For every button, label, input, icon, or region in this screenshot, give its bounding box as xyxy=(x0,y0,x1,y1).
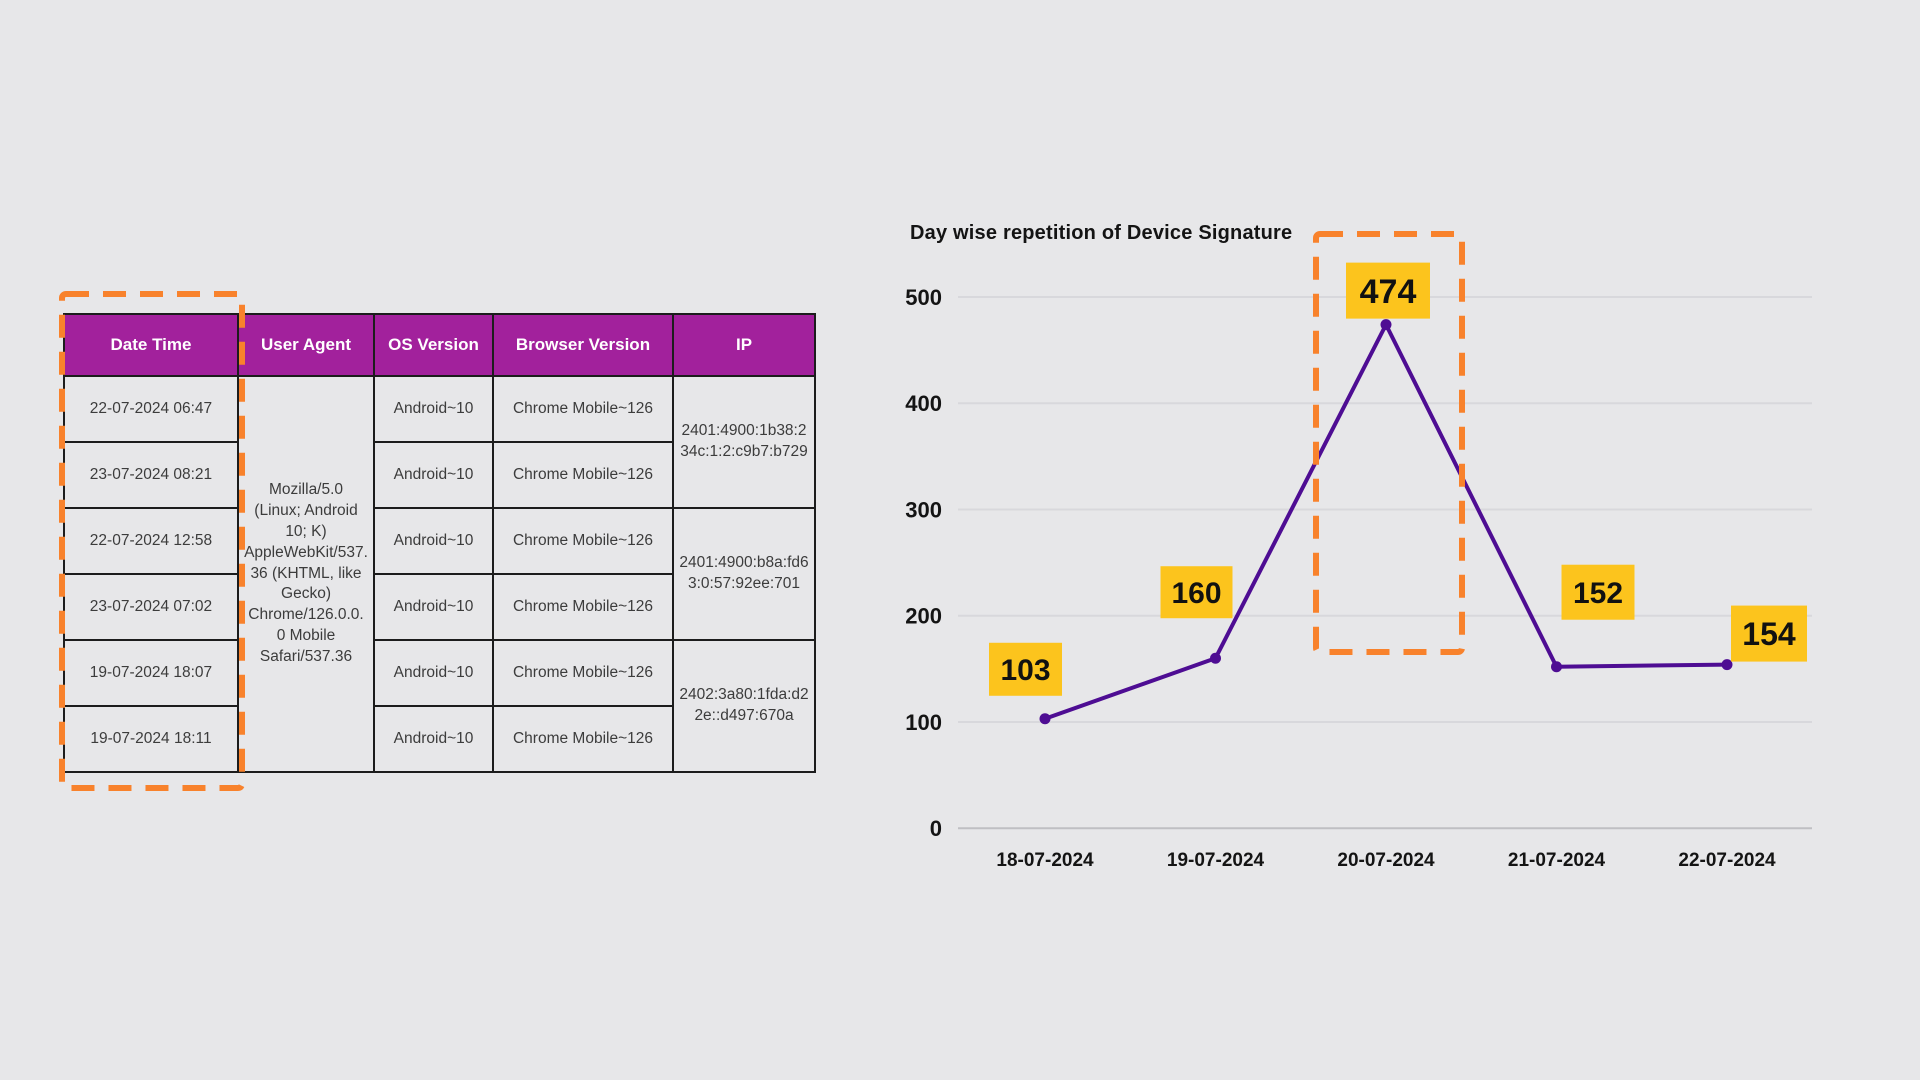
data-label-box xyxy=(1731,605,1807,662)
cell-os-version: Android~10 xyxy=(373,507,494,575)
x-axis-tick-label: 22-07-2024 xyxy=(1678,850,1776,871)
cell-ip: 2401:4900:1b38:234c:1:2:c9b7:b729 xyxy=(672,375,816,509)
data-label-box xyxy=(1346,262,1430,319)
cell-ip: 2402:3a80:1fda:d22e::d497:670a xyxy=(672,639,816,773)
y-axis-tick-label: 500 xyxy=(905,285,942,310)
data-label-box xyxy=(1160,566,1233,619)
data-point-marker xyxy=(1039,713,1051,725)
cell-ip: 2401:4900:b8a:fd63:0:57:92ee:701 xyxy=(672,507,816,641)
table-row: 22-07-2024 12:58 Android~10 Chrome Mobil… xyxy=(63,507,816,641)
table-row: 19-07-2024 18:07 Android~10 Chrome Mobil… xyxy=(63,639,816,773)
cell-os-version: Android~10 xyxy=(373,705,494,773)
cell-date-time: 19-07-2024 18:11 xyxy=(63,705,239,773)
cell-browser-version: Chrome Mobile~126 xyxy=(492,375,674,443)
data-point-marker xyxy=(1210,652,1221,664)
data-label-value: 154 xyxy=(1742,616,1796,652)
data-label-value: 474 xyxy=(1360,273,1417,311)
table-header-row: Date Time User Agent OS Version Browser … xyxy=(63,313,816,377)
x-axis-tick-label: 20-07-2024 xyxy=(1337,850,1435,871)
column-header-os-version: OS Version xyxy=(373,313,494,377)
data-point-marker xyxy=(1721,659,1733,671)
data-label-value: 160 xyxy=(1171,577,1221,610)
data-label-box xyxy=(989,642,1062,696)
cell-os-version: Android~10 xyxy=(373,639,494,707)
x-axis-tick-label: 19-07-2024 xyxy=(1167,850,1265,871)
device-log-table: Date Time User Agent OS Version Browser … xyxy=(63,313,816,773)
cell-date-time: 23-07-2024 08:21 xyxy=(63,441,239,509)
y-axis-tick-label: 300 xyxy=(905,497,942,522)
column-header-date-time: Date Time xyxy=(63,313,239,377)
column-header-browser-version: Browser Version xyxy=(492,313,674,377)
data-point-marker xyxy=(1380,319,1392,331)
column-header-ip: IP xyxy=(672,313,816,377)
series-line xyxy=(1044,322,1728,721)
chart-title: Day wise repetition of Device Signature xyxy=(910,222,1293,244)
cell-browser-version: Chrome Mobile~126 xyxy=(492,507,674,575)
data-label-value: 152 xyxy=(1573,577,1623,610)
y-axis-tick-label: 0 xyxy=(930,816,942,841)
cell-date-time: 22-07-2024 12:58 xyxy=(63,507,239,575)
x-axis-tick-label: 21-07-2024 xyxy=(1508,850,1606,871)
data-label-value: 103 xyxy=(1000,654,1050,687)
y-axis-tick-label: 200 xyxy=(905,604,942,629)
cell-date-time: 23-07-2024 07:02 xyxy=(63,573,239,641)
y-axis-tick-label: 100 xyxy=(905,710,942,735)
cell-os-version: Android~10 xyxy=(373,573,494,641)
cell-browser-version: Chrome Mobile~126 xyxy=(492,573,674,641)
x-axis-tick-label: 18-07-2024 xyxy=(996,850,1094,871)
data-label-box xyxy=(1561,564,1635,620)
cell-date-time: 22-07-2024 06:47 xyxy=(63,375,239,443)
cell-user-agent: Mozilla/5.0 (Linux; Android 10; K) Apple… xyxy=(237,375,375,773)
cell-browser-version: Chrome Mobile~126 xyxy=(492,639,674,707)
cell-os-version: Android~10 xyxy=(373,441,494,509)
cell-browser-version: Chrome Mobile~126 xyxy=(492,705,674,773)
y-axis-tick-label: 400 xyxy=(905,391,942,416)
column-header-user-agent: User Agent xyxy=(237,313,375,377)
chart-highlight-box xyxy=(1313,231,1465,655)
cell-date-time: 19-07-2024 18:07 xyxy=(63,639,239,707)
cell-browser-version: Chrome Mobile~126 xyxy=(492,441,674,509)
data-point-marker xyxy=(1551,661,1562,673)
cell-os-version: Android~10 xyxy=(373,375,494,443)
table-row: 22-07-2024 06:47 Mozilla/5.0 (Linux; And… xyxy=(63,375,816,773)
